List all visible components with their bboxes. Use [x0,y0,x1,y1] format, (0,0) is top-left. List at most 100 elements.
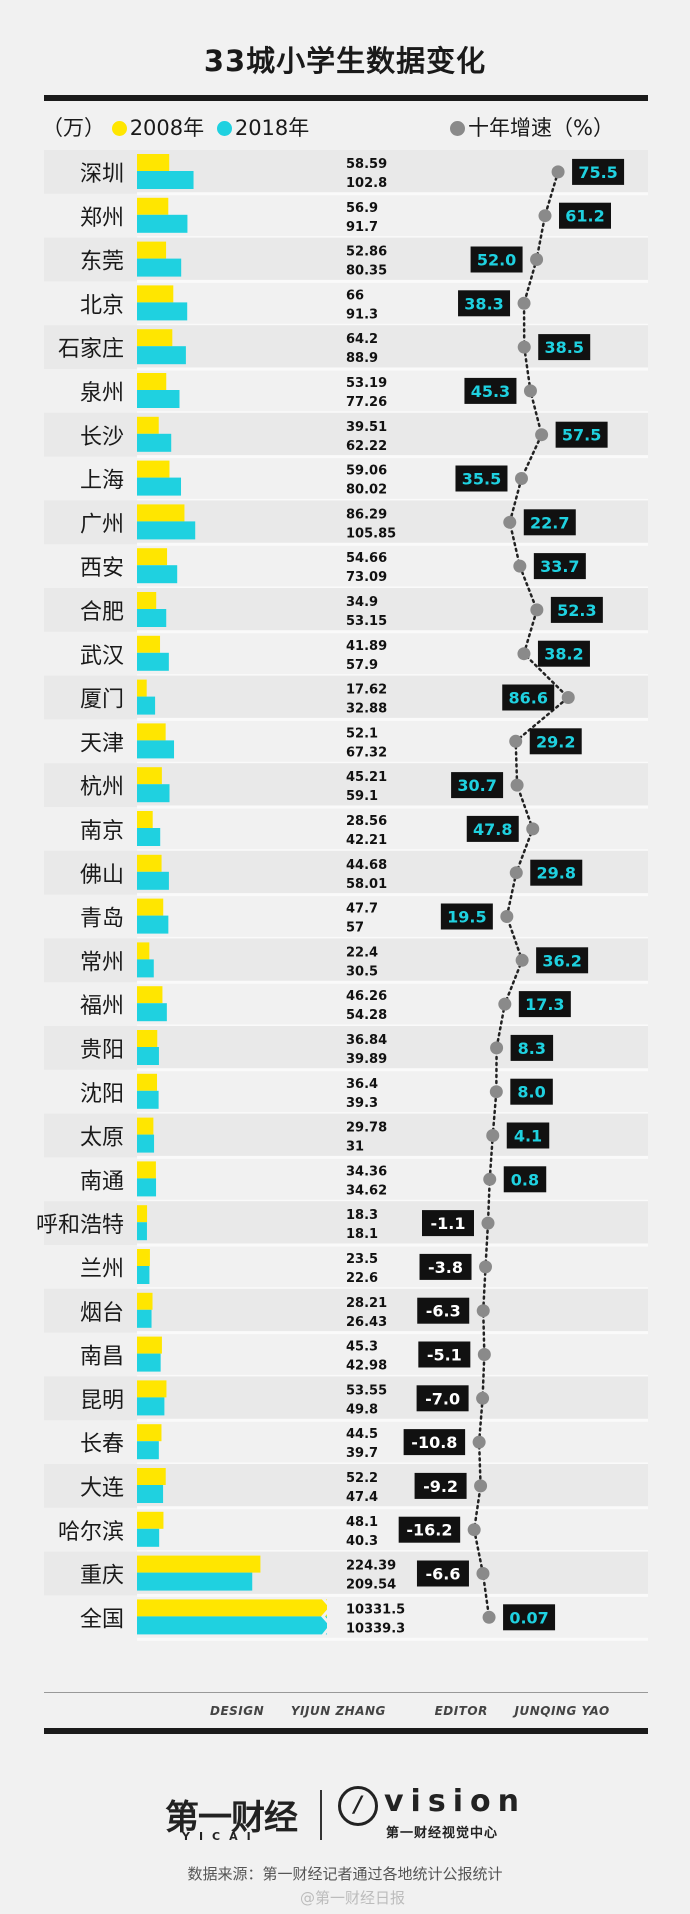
footer-divider [44,1692,648,1693]
growth-point [474,1479,488,1493]
value-label-2008: 29.78 [346,1121,387,1136]
bar-2018 [137,1572,253,1591]
bar-2008 [137,154,170,171]
bar-2008 [137,1599,327,1617]
growth-label-box [530,859,583,886]
growth-point [477,1348,491,1361]
bar-2018 [137,696,156,715]
growth-label: 8.3 [518,1039,546,1058]
bar-2008 [137,460,170,478]
city-label: 广州 [80,512,124,537]
value-label-2018: 31 [346,1140,364,1155]
city-label: 上海 [80,469,124,494]
growth-point [476,1391,490,1405]
value-label-2008: 36.4 [346,1077,378,1092]
editor-label: EDITOR [434,1704,488,1718]
value-label-2008: 58.59 [346,157,387,172]
value-label-2008: 39.51 [346,420,387,435]
bar-2018 [137,1485,164,1503]
value-label-2018: 39.89 [346,1052,387,1067]
growth-point [498,997,512,1011]
city-label: 昆明 [80,1388,124,1413]
value-label-2018: 30.5 [346,964,378,979]
growth-label-box [414,1472,467,1499]
bottom-rule [44,1728,648,1734]
bar-2018 [137,740,175,759]
growth-point [489,1085,503,1099]
value-label-2008: 59.06 [346,464,387,479]
yicai-logo: 第一财经 [165,1798,298,1838]
growth-label-box [440,903,493,930]
growth-point [513,559,527,573]
growth-label: 75.5 [578,163,617,182]
growth-point [517,340,531,354]
growth-label: -10.8 [411,1433,457,1452]
value-label-2008: 54.66 [346,551,387,566]
value-label-2018: 57 [346,921,364,936]
value-label-2018: 49.8 [346,1402,378,1417]
value-label-2018: 22.6 [346,1271,378,1286]
bar-2008 [137,635,161,653]
growth-point [523,384,537,398]
city-label: 大连 [80,1476,124,1501]
city-label: 长沙 [80,425,124,450]
value-label-2018: 53.15 [346,614,387,629]
bar-2008 [137,1030,158,1047]
design-label: DESIGN [210,1704,265,1718]
legend-2018-dot [216,121,232,136]
bar-2018 [137,1178,157,1197]
value-label-2018: 39.3 [346,1096,378,1111]
city-label: 杭州 [80,775,124,800]
growth-point [515,953,529,967]
growth-label-box [470,246,523,273]
bar-2018 [137,565,178,584]
value-label-2008: 53.19 [346,376,387,391]
legend-2008-label: 2008年 [129,116,205,140]
growth-label-box [419,1253,472,1280]
city-label: 北京 [80,293,124,318]
growth-label: 52.3 [557,601,596,620]
growth-label-box [538,334,591,361]
value-label-2018: 105.85 [346,526,396,541]
data-source: 数据来源：第一财经记者通过各地统计公报统计 [187,1865,503,1883]
growth-point [510,778,524,792]
value-label-2008: 52.86 [346,245,387,260]
value-label-2018: 67.32 [346,745,387,760]
growth-label: -5.1 [427,1346,462,1365]
bar-2008 [137,1511,164,1529]
growth-label-box [518,991,571,1018]
vision-logo: vision [384,1784,526,1819]
growth-label-box [510,1034,554,1061]
growth-point [503,515,517,529]
city-label: 哈尔滨 [58,1520,124,1545]
growth-point [514,472,528,485]
growth-label-box [523,509,576,536]
bar-2018 [137,433,172,452]
bar-2018 [137,521,196,540]
value-label-2008: 44.68 [346,858,387,873]
bar-2018 [137,1397,165,1416]
growth-label-box [403,1429,466,1456]
growth-label-box [416,1560,469,1587]
value-label-2018: 209.54 [346,1578,396,1593]
city-label: 南通 [80,1169,124,1194]
value-label-2008: 44.5 [346,1427,378,1442]
growth-point [500,910,514,923]
city-label: 南京 [80,819,124,844]
bar-2008 [137,1205,148,1223]
growth-label-box [558,202,611,229]
value-label-2008: 48.1 [346,1515,378,1530]
yicai-logo-en: YICAI [182,1830,260,1843]
bar-2018 [137,1441,159,1460]
growth-label: 29.2 [536,732,575,751]
city-label: 太原 [80,1126,124,1151]
growth-label: -3.8 [428,1258,463,1277]
growth-label: 86.6 [508,689,547,708]
legend-growth-dot [450,121,465,136]
value-label-2018: 88.9 [346,351,378,366]
growth-label-box [418,1341,471,1368]
value-label-2008: 28.21 [346,1296,387,1311]
bar-2008 [137,1249,150,1266]
growth-point [467,1523,481,1537]
growth-label-box [572,158,625,185]
